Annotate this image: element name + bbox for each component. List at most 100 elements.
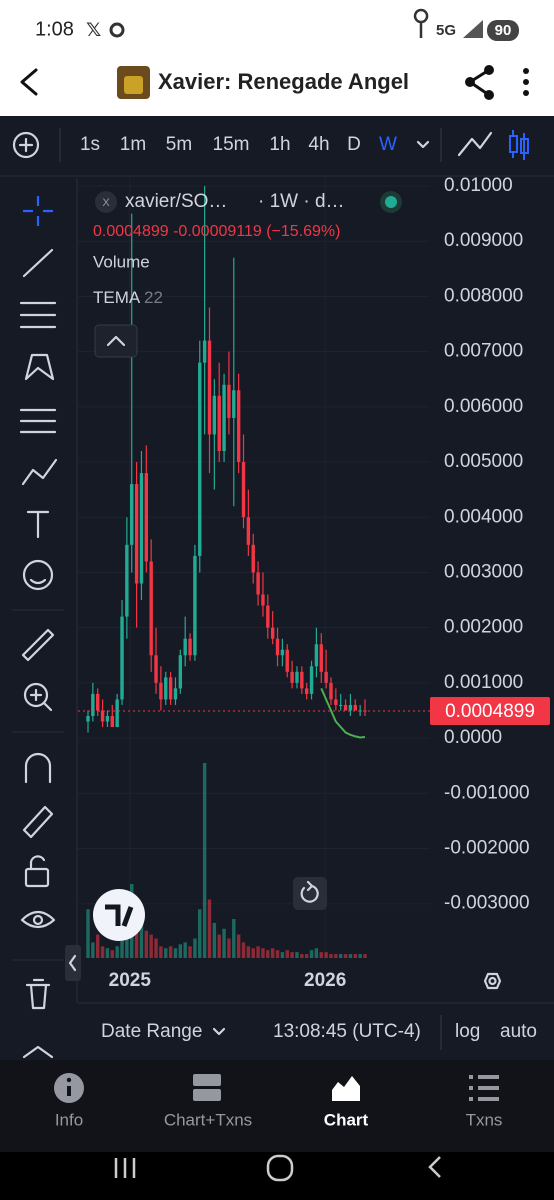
candle-chart-button[interactable]	[509, 130, 529, 160]
collapse-legend[interactable]	[94, 324, 138, 358]
volume-bar	[348, 954, 353, 958]
volume-bar	[100, 946, 105, 958]
collapse-arrow	[68, 954, 77, 972]
more-tools[interactable]	[22, 1045, 54, 1059]
y-tick-label: -0.002000	[444, 837, 530, 858]
back-button[interactable]	[20, 68, 38, 96]
candle-body	[173, 688, 178, 700]
candle-body	[353, 704, 357, 711]
candle-body	[348, 704, 353, 711]
interval-option[interactable]: 1h	[269, 134, 290, 155]
tab[interactable]: Chart	[324, 1110, 369, 1129]
volume-bar	[285, 950, 289, 958]
emoji-tool[interactable]	[22, 559, 54, 591]
auto-scale-button[interactable]: auto	[500, 1021, 537, 1042]
interval-option[interactable]: W	[379, 134, 397, 155]
top-background	[0, 0, 554, 116]
candle-body	[295, 671, 299, 683]
volume-legend: Volume	[93, 252, 150, 271]
last-price: 0.0004899	[93, 223, 169, 240]
tab[interactable]: Info	[55, 1110, 83, 1129]
toolbar	[0, 116, 554, 174]
interval-option[interactable]: 1s	[80, 134, 100, 155]
nav-back-button[interactable]	[428, 1156, 441, 1178]
text-tool[interactable]	[26, 510, 50, 539]
date-range-button[interactable]: Date Range	[101, 1021, 202, 1042]
crosshair-tool[interactable]	[23, 196, 53, 226]
candles	[86, 186, 367, 733]
interval-label: · 1W · d…	[258, 191, 345, 212]
share-button[interactable]	[465, 65, 494, 100]
interval-option[interactable]: 4h	[308, 134, 329, 155]
brush-tool[interactable]	[21, 458, 58, 486]
candle-body	[183, 638, 187, 656]
home-button[interactable]	[266, 1154, 294, 1182]
y-tick-label: 0.0000	[444, 727, 502, 748]
y-tick-label: 0.004000	[444, 506, 523, 527]
candle-body	[343, 704, 348, 711]
volume-bar	[105, 948, 110, 958]
candle-body	[217, 395, 221, 451]
tab[interactable]: Chart+Txns	[164, 1110, 252, 1129]
y-tick-label: -0.001000	[444, 782, 530, 803]
add-symbol-button[interactable]	[12, 131, 40, 159]
forecast-tool[interactable]	[19, 408, 57, 434]
interval-option[interactable]: 5m	[166, 134, 192, 155]
indicator-legend: TEMA 22	[93, 288, 163, 307]
candle-body	[178, 655, 183, 689]
candle-body	[270, 627, 275, 639]
log-scale-button[interactable]: log	[455, 1021, 480, 1042]
volume-bar	[251, 948, 255, 958]
candle-body	[227, 384, 231, 418]
unlock-tool[interactable]	[24, 855, 50, 888]
pattern-tool[interactable]	[24, 353, 55, 381]
collapse-toolbar[interactable]	[65, 945, 81, 981]
candle-body	[115, 699, 119, 728]
magnet-tool[interactable]	[24, 752, 52, 784]
candle-body	[319, 644, 323, 672]
delete-tool[interactable]	[25, 978, 51, 1010]
nav-bar	[0, 1152, 554, 1200]
volume-bar	[149, 934, 153, 958]
volume-bar	[178, 944, 183, 958]
candle-body	[154, 655, 158, 683]
visibility-tool[interactable]	[20, 910, 56, 929]
interval-dropdown[interactable]	[416, 140, 430, 149]
reset-chart-button[interactable]	[293, 877, 327, 910]
interval-option[interactable]: D	[347, 134, 361, 155]
volume-bar	[309, 950, 314, 958]
candle-body	[314, 644, 319, 667]
interval-option[interactable]: 1m	[120, 134, 146, 155]
volume-bar	[246, 946, 251, 958]
network: 5G	[436, 22, 456, 39]
candle-body	[96, 693, 100, 711]
volume-bar	[91, 942, 95, 958]
signal-icon	[463, 20, 483, 38]
tab[interactable]: Txns	[466, 1110, 503, 1129]
settings-button[interactable]	[483, 972, 502, 990]
lock-drawings-tool[interactable]	[22, 805, 54, 839]
zoom-tool[interactable]	[23, 682, 53, 712]
volume-bar	[188, 946, 192, 958]
volume-bar	[217, 934, 221, 958]
volume-bar	[115, 946, 119, 958]
menu-button[interactable]	[523, 68, 529, 96]
ruler-tool[interactable]	[21, 628, 55, 662]
interval-option[interactable]: 15m	[213, 134, 250, 155]
volume-bar	[202, 763, 207, 958]
candle-body	[246, 517, 251, 545]
candle-body	[280, 649, 285, 656]
volume-bar	[295, 952, 299, 958]
volume-bar	[168, 946, 173, 958]
volume-bar	[232, 919, 236, 958]
price-change: -0.00009119	[173, 223, 262, 240]
collapse-legend-arrow	[106, 335, 126, 347]
tradingview-mark	[105, 904, 134, 927]
fib-tool[interactable]	[19, 301, 57, 329]
trend-line-tool[interactable]	[22, 248, 54, 278]
x-tick-label: 2025	[109, 970, 152, 991]
grid: 0.01000 0.009000 0.008000 0.007000 0.006000 0…	[78, 175, 530, 960]
recents-button[interactable]	[114, 1158, 136, 1178]
line-chart-button[interactable]	[457, 131, 493, 157]
